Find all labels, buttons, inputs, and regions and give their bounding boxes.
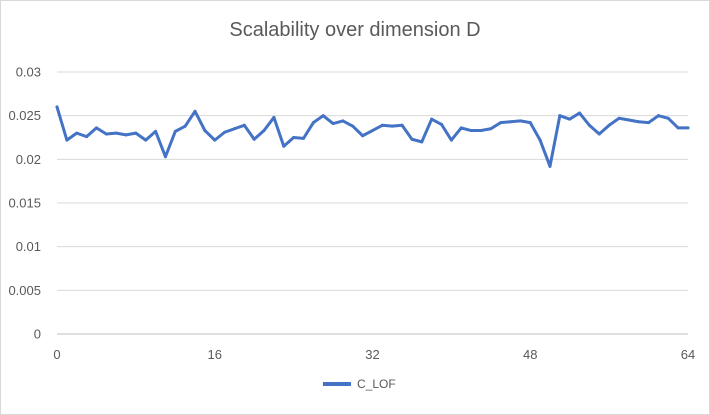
data-point [637,120,641,124]
data-point [578,111,582,115]
data-point [568,117,572,121]
data-point [65,138,69,142]
series-group [55,105,690,168]
data-point [449,138,453,142]
data-point [331,122,335,126]
data-point [627,118,631,122]
data-point [292,136,296,139]
data-point [617,116,621,120]
x-tick-label: 64 [681,347,695,362]
data-point [242,123,246,127]
y-tick-label: 0.005 [8,283,41,298]
y-tick-label: 0 [34,327,41,342]
data-point [647,121,651,125]
data-point [163,155,167,159]
x-tick-label: 0 [53,347,60,362]
legend: C_LOF [323,377,396,391]
x-axis-tick-labels: 0 16 32 48 64 [53,347,695,362]
data-point [183,124,187,128]
data-point [676,126,680,130]
data-point [440,122,444,126]
data-point [262,129,266,133]
data-point [509,120,513,124]
data-point [272,115,276,119]
data-point [321,114,325,118]
data-point [410,137,414,141]
x-tick-label: 32 [365,347,379,362]
data-point [301,136,305,140]
x-tick-label: 48 [523,347,537,362]
data-point [499,121,503,125]
data-point [351,124,355,128]
data-point [341,119,345,123]
data-point [469,129,473,133]
data-point [144,138,148,142]
y-tick-label: 0.03 [16,65,41,80]
data-point [400,123,404,127]
data-point [311,121,315,125]
data-point [607,123,611,127]
y-tick-label: 0.02 [16,152,41,167]
data-point [114,131,118,135]
data-point [213,138,217,142]
data-point [282,144,286,148]
data-point [252,137,256,141]
data-point [459,126,463,130]
data-point [75,131,79,135]
data-point [666,116,670,120]
y-tick-label: 0.025 [8,108,41,123]
data-point [686,126,690,130]
y-axis-tick-labels: 0 0.005 0.01 0.015 0.02 0.025 0.03 [8,65,41,342]
data-point [538,138,542,142]
data-point [203,129,207,133]
data-point [587,123,591,127]
chart-title: Scalability over dimension D [229,19,481,41]
data-point [390,124,394,128]
data-point [55,105,59,109]
x-tick-label: 16 [208,347,222,362]
data-point [124,133,128,137]
data-point [85,135,89,139]
data-point [479,129,483,133]
data-point [223,130,227,134]
data-point [548,164,552,168]
data-point [380,123,384,127]
data-point [94,126,98,130]
data-point [134,131,138,135]
data-point [489,127,493,131]
data-point [656,114,660,118]
data-point [371,129,374,133]
data-point [104,132,108,136]
legend-label-c-lof: C_LOF [357,377,396,391]
data-point [430,117,434,121]
y-tick-label: 0.01 [16,239,41,254]
data-point [597,132,601,136]
data-point [154,129,158,133]
data-point [528,121,532,125]
data-point [173,129,177,133]
data-point [558,114,562,118]
data-point [518,119,522,123]
data-point [193,109,197,113]
data-point [420,140,424,144]
legend-swatch-c-lof [323,382,351,386]
data-point [232,127,236,131]
data-point [361,134,365,138]
grid-lines [57,71,688,335]
y-tick-label: 0.015 [8,196,41,211]
